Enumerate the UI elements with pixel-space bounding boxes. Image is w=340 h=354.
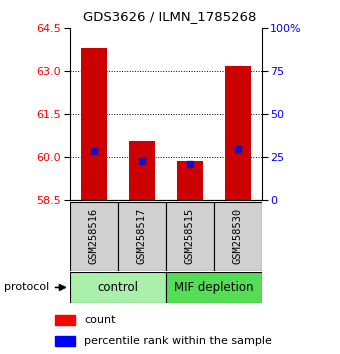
Bar xyxy=(70,202,118,271)
Bar xyxy=(55,336,75,346)
Bar xyxy=(129,141,155,200)
Bar xyxy=(176,161,203,200)
Text: percentile rank within the sample: percentile rank within the sample xyxy=(84,336,272,346)
Bar xyxy=(55,315,75,325)
Text: protocol: protocol xyxy=(4,282,49,292)
Text: control: control xyxy=(97,281,138,293)
Bar xyxy=(166,272,262,303)
Bar xyxy=(214,202,262,271)
Text: count: count xyxy=(84,315,116,325)
Bar xyxy=(166,202,214,271)
Bar xyxy=(118,202,166,271)
Text: GSM258515: GSM258515 xyxy=(185,208,195,264)
Bar xyxy=(70,272,166,303)
Text: MIF depletion: MIF depletion xyxy=(174,281,254,293)
Bar xyxy=(225,65,251,200)
Text: GSM258530: GSM258530 xyxy=(233,208,243,264)
Text: GSM258517: GSM258517 xyxy=(137,208,147,264)
Text: GSM258516: GSM258516 xyxy=(89,208,99,264)
Text: GDS3626 / ILMN_1785268: GDS3626 / ILMN_1785268 xyxy=(83,11,257,23)
Bar xyxy=(81,48,107,200)
